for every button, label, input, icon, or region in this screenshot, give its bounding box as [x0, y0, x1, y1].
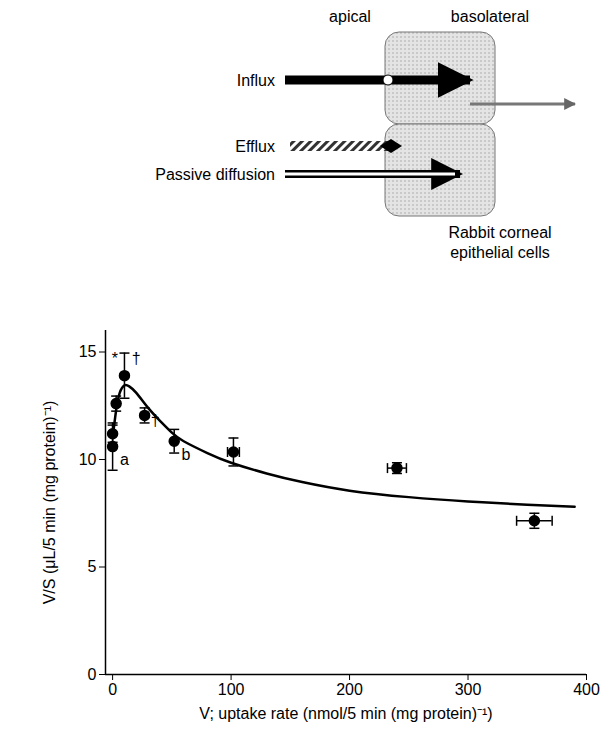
svg-text:15: 15: [79, 343, 97, 360]
svg-text:0: 0: [108, 681, 117, 698]
svg-text:Passive diffusion: Passive diffusion: [155, 166, 275, 183]
svg-text:apical: apical: [329, 8, 371, 25]
svg-text:V; uptake rate (nmol/5 min (mg: V; uptake rate (nmol/5 min (mg protein)⁻…: [199, 705, 492, 722]
svg-text:0: 0: [88, 666, 97, 683]
svg-text:epithelial cells: epithelial cells: [450, 244, 550, 261]
svg-text:a: a: [120, 451, 129, 468]
svg-text:basolateral: basolateral: [451, 8, 529, 25]
svg-text:Efflux: Efflux: [235, 138, 275, 155]
svg-text:5: 5: [88, 558, 97, 575]
svg-text:†: †: [132, 350, 141, 367]
svg-text:200: 200: [336, 681, 363, 698]
svg-text:*: *: [112, 350, 118, 367]
svg-text:10: 10: [79, 451, 97, 468]
svg-text:Influx: Influx: [237, 72, 275, 89]
svg-text:Rabbit corneal: Rabbit corneal: [448, 224, 551, 241]
svg-text:400: 400: [573, 681, 600, 698]
svg-text:V/S (μL/5 min (mg protein)⁻¹): V/S (μL/5 min (mg protein)⁻¹): [41, 401, 58, 605]
svg-text:b: b: [182, 446, 191, 463]
svg-text:300: 300: [455, 681, 482, 698]
svg-text:100: 100: [218, 681, 245, 698]
svg-text:†: †: [151, 412, 160, 429]
